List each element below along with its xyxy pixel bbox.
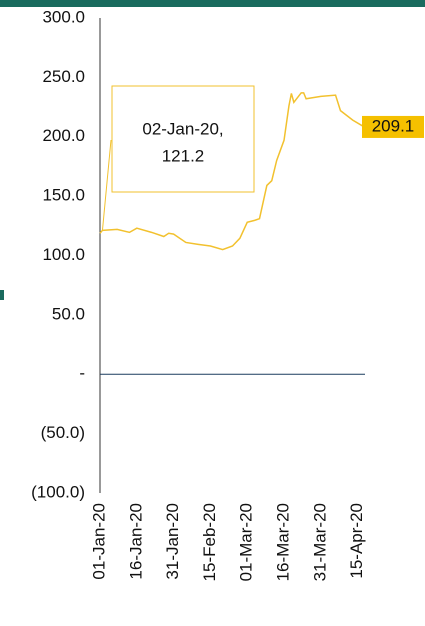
y-tick-label: 200.0 — [42, 126, 85, 145]
header-band — [0, 0, 425, 7]
annotation-text: 121.2 — [162, 146, 205, 165]
annotation-text: 02-Jan-20, — [142, 119, 223, 138]
y-tick-label: (50.0) — [41, 423, 85, 442]
y-tick-label: 250.0 — [42, 67, 85, 86]
end-label-bg — [362, 115, 424, 138]
end-label: 209.1 — [372, 116, 415, 135]
annotation-box — [111, 85, 255, 193]
y-tick-label: 50.0 — [52, 304, 85, 323]
x-tick-label: 31-Jan-20 — [163, 503, 182, 580]
y-tick-label: (100.0) — [31, 482, 85, 501]
y-tick-label: 300.0 — [42, 7, 85, 26]
x-tick-label: 15-Feb-20 — [200, 503, 219, 581]
x-tick-label: 15-Apr-20 — [347, 503, 366, 579]
callout-leader — [101, 139, 112, 231]
y-tick-label: 100.0 — [42, 245, 85, 264]
x-tick-label: 16-Mar-20 — [274, 503, 293, 581]
y-tick-label: - — [79, 364, 85, 383]
x-tick-label: 01-Mar-20 — [237, 503, 256, 581]
line-series — [99, 92, 363, 251]
side-marker — [0, 290, 4, 300]
y-tick-label: 150.0 — [42, 186, 85, 205]
x-tick-label: 16-Jan-20 — [126, 503, 145, 580]
x-tick-label: 31-Mar-20 — [310, 503, 329, 581]
x-tick-label: 01-Jan-20 — [89, 503, 108, 580]
